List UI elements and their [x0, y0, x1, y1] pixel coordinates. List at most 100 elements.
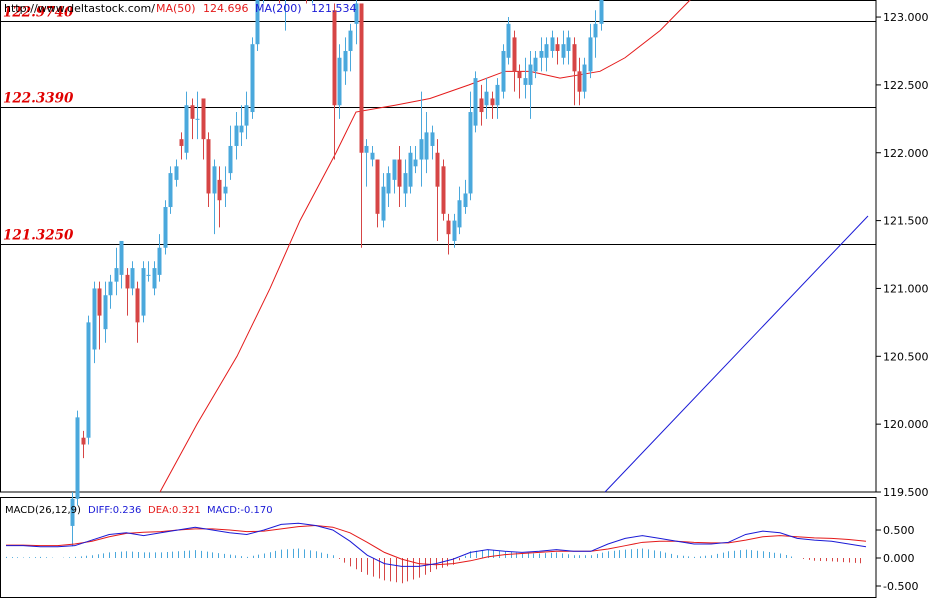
candle-body	[413, 159, 418, 167]
candle-body	[184, 105, 189, 153]
candle-body	[223, 186, 228, 194]
candle-body	[506, 23, 511, 58]
candle-body	[97, 288, 102, 316]
candle-body	[348, 30, 353, 51]
site-url: http://www.deltastock.com/	[4, 2, 155, 15]
candle-body	[408, 152, 413, 187]
level-label: 122.3390	[3, 91, 74, 107]
candle-body	[114, 268, 119, 282]
level-label: 121.3250	[3, 228, 74, 244]
candle-body	[599, 0, 604, 24]
candle-body	[424, 132, 429, 160]
candle-body	[81, 437, 86, 445]
candle-body	[75, 417, 80, 499]
candle-body	[125, 274, 130, 289]
candle-body	[523, 78, 528, 85]
candle-body	[364, 145, 369, 153]
candle-body	[212, 166, 217, 194]
candle-body	[457, 200, 462, 228]
candle-body	[152, 268, 157, 289]
candle-body	[370, 152, 375, 160]
candle-body	[255, 0, 260, 45]
candle-body	[473, 78, 478, 126]
candle-body	[354, 3, 359, 24]
macd-tick-label: 0.500	[883, 524, 915, 537]
candle-body	[141, 268, 146, 316]
candle-body	[528, 64, 533, 85]
candle-body	[517, 71, 522, 79]
candle-body	[168, 173, 173, 208]
candle-body	[375, 159, 380, 214]
candle-body	[463, 193, 468, 208]
macd-diff-line	[6, 522, 867, 567]
candle-body	[195, 118, 200, 120]
candle-body	[244, 105, 249, 126]
candle-body	[539, 50, 544, 58]
candle-body	[234, 125, 239, 146]
candle-body	[337, 57, 342, 106]
candle-body	[206, 139, 211, 194]
candle-body	[119, 240, 124, 275]
candle-body	[441, 166, 446, 214]
candle-body	[435, 152, 440, 187]
candle-body	[179, 139, 184, 146]
candle-body	[381, 186, 386, 221]
candle-body	[468, 112, 473, 194]
candle-body	[533, 57, 538, 72]
candle-body	[403, 173, 408, 194]
candle-body	[512, 37, 517, 72]
ma200-line	[604, 215, 869, 493]
price-tick-label: 120.500	[883, 350, 929, 363]
price-panel-frame	[0, 0, 877, 493]
price-tick-label: 120.000	[883, 418, 929, 431]
candle-body	[332, 10, 337, 106]
ma200-value: 121.534	[311, 2, 357, 15]
candle-body	[397, 159, 402, 187]
macd-value: MACD:-0.170	[207, 505, 273, 516]
price-tick-label: 121.500	[883, 215, 929, 228]
macd-label: MACD(26,12,9)	[5, 505, 81, 516]
level-label: 122.9740	[3, 5, 74, 21]
ma50-label: MA(50)	[156, 2, 196, 15]
candle-body	[386, 173, 391, 194]
candle-body	[572, 44, 577, 72]
candle-body	[108, 281, 113, 296]
candle-body	[452, 220, 457, 241]
price-tick-label: 121.000	[883, 282, 929, 295]
candle-body	[419, 139, 424, 160]
price-tick-label: 123.000	[883, 11, 929, 24]
candle-body	[561, 44, 566, 58]
candle-body	[582, 64, 587, 92]
candle-body	[484, 91, 489, 106]
candle-body	[566, 37, 571, 51]
price-tick-label: 122.000	[883, 147, 929, 160]
candle-body	[495, 84, 500, 106]
candle-body	[228, 145, 233, 174]
candle-body	[250, 44, 255, 113]
macd-tick-label: -0.500	[883, 580, 918, 593]
candle-body	[239, 125, 244, 133]
candle-body	[550, 37, 555, 51]
macd-tick-label: 0.000	[883, 552, 915, 565]
candle-body	[392, 159, 397, 180]
candle-body	[86, 322, 91, 438]
candle-body	[92, 288, 97, 350]
candle-body	[163, 207, 168, 248]
candle-body	[130, 268, 135, 289]
candle-body	[217, 179, 222, 201]
candle-body	[201, 98, 206, 140]
candle-body	[544, 44, 549, 58]
candle-body	[190, 105, 195, 119]
candle-body	[174, 166, 179, 180]
candle-body	[555, 44, 560, 51]
candle-body	[588, 37, 593, 72]
candle-body	[593, 23, 598, 38]
candle-body	[157, 247, 162, 275]
candle-body	[70, 498, 75, 526]
candle-body	[577, 71, 582, 92]
candle-body	[501, 50, 506, 92]
candle-body	[490, 98, 495, 106]
macd-diff: DIFF:0.236	[88, 505, 142, 516]
candle-body	[103, 295, 108, 330]
